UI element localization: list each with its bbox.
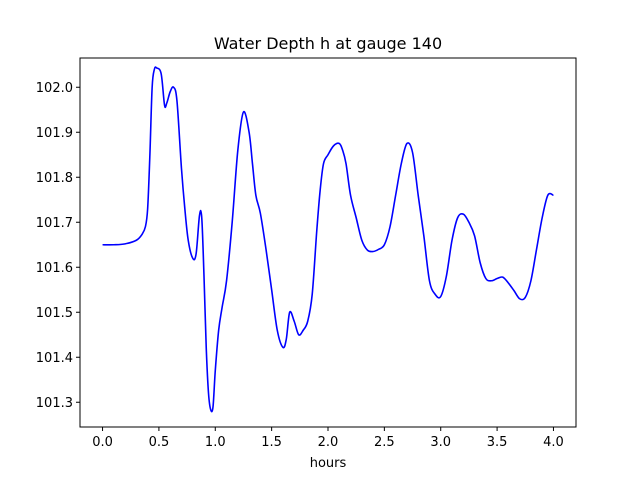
x-tick-label: 3.0 <box>430 435 451 450</box>
y-tick-label: 101.9 <box>36 126 73 141</box>
y-tick-label: 101.8 <box>36 171 73 186</box>
y-tick-label: 101.7 <box>36 216 73 231</box>
x-tick-label: 2.0 <box>318 435 339 450</box>
x-tick-label: 0.0 <box>92 435 113 450</box>
y-tick-label: 101.6 <box>36 261 73 276</box>
x-tick-label: 0.5 <box>149 435 170 450</box>
plot-area <box>102 66 554 413</box>
x-tick-label: 1.5 <box>261 435 282 450</box>
y-tick-label: 101.4 <box>36 351 73 366</box>
x-tick-label: 4.0 <box>543 435 564 450</box>
x-axis: 0.0 0.5 1.0 1.5 2.0 2.5 3.0 3.5 4.0 <box>92 427 564 450</box>
y-tick-label: 102.0 <box>36 81 73 96</box>
y-axis: 101.3 101.4 101.5 101.6 101.7 101.8 101.9 102.0 <box>36 81 80 411</box>
x-tick-label: 1.0 <box>205 435 226 450</box>
y-tick-label: 101.5 <box>36 306 73 321</box>
x-tick-label: 3.5 <box>487 435 508 450</box>
chart-title: Water Depth h at gauge 140 <box>214 34 442 53</box>
y-tick-label: 101.3 <box>36 396 73 411</box>
x-axis-label: hours <box>310 456 347 471</box>
series-line-0 <box>102 66 554 413</box>
x-tick-label: 2.5 <box>374 435 395 450</box>
